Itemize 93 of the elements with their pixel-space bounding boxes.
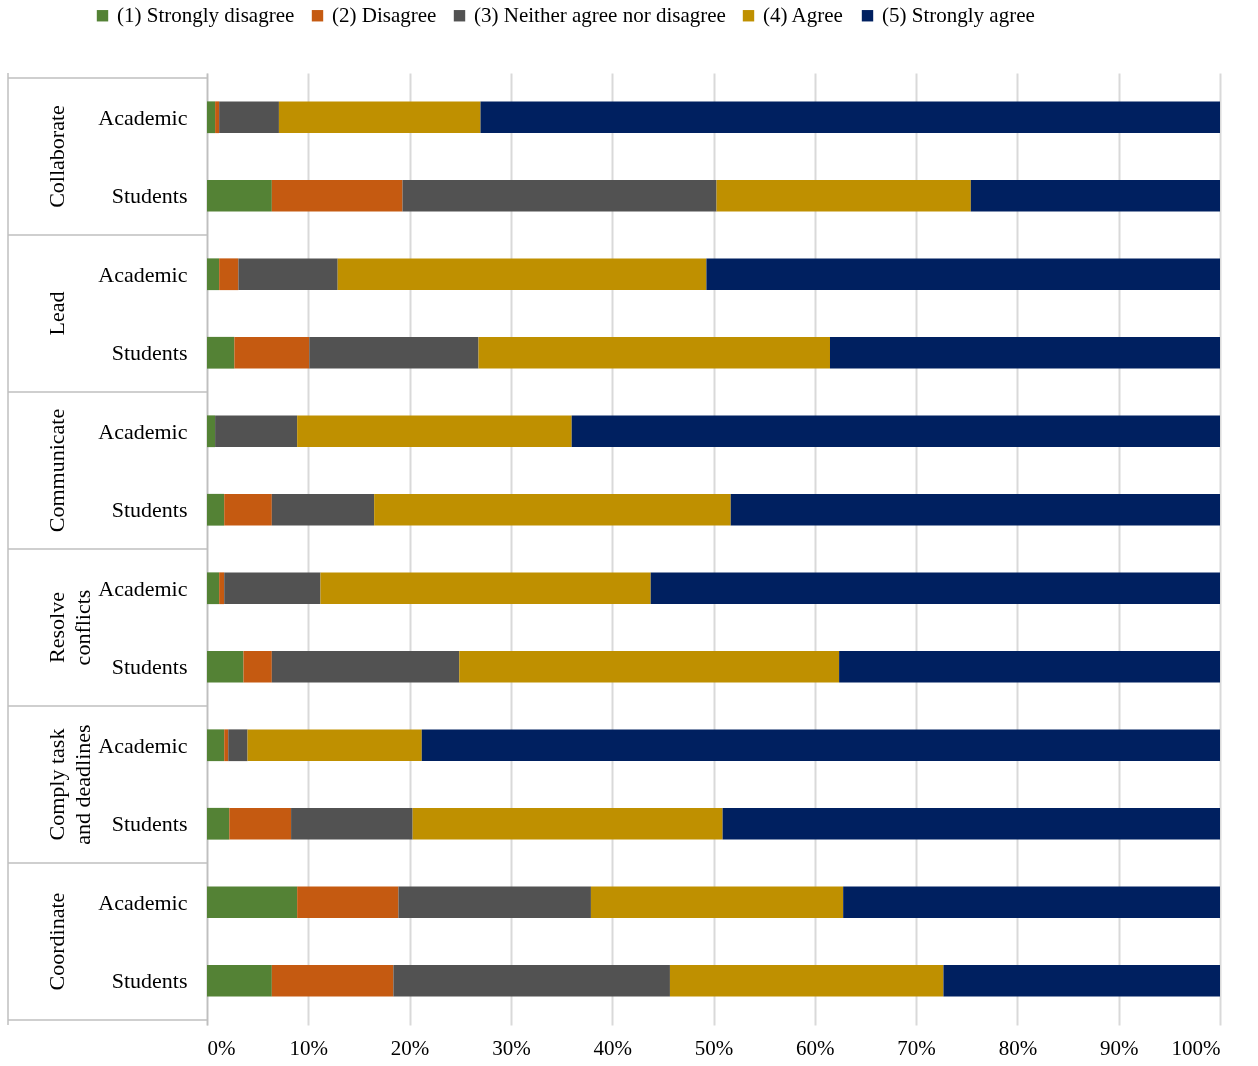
bar: [215, 415, 298, 448]
bar: [271, 650, 460, 683]
y-tick-label: Academic: [98, 889, 188, 915]
bar: [421, 729, 1220, 762]
bar: [393, 964, 670, 997]
bar: [207, 807, 230, 840]
bar: [271, 964, 394, 997]
bar: [207, 101, 216, 134]
legend-label: (5) Strongly agree: [882, 2, 1035, 27]
bar: [238, 258, 338, 291]
bar: [843, 886, 1220, 919]
legend-label: (1) Strongly disagree: [117, 2, 295, 27]
text: Lead: [44, 291, 69, 336]
bar: [839, 650, 1220, 683]
text: Comply task and deadlines: [44, 724, 95, 845]
bar: [830, 336, 1220, 369]
bar: [337, 258, 707, 291]
bar: [297, 415, 572, 448]
bar: [224, 729, 229, 762]
bar: [219, 572, 225, 605]
text: Coordinate: [44, 892, 69, 991]
bar: [207, 336, 235, 369]
bar: [207, 729, 225, 762]
bar: [207, 258, 220, 291]
bar: [219, 258, 239, 291]
x-tick-label: 20%: [390, 1035, 430, 1060]
x-tick-label: 100%: [1171, 1035, 1221, 1060]
x-tick-label: 50%: [694, 1035, 734, 1060]
legend-label: (2) Disagree: [332, 2, 437, 27]
y-tick-label: Academic: [98, 261, 188, 287]
bar: [215, 101, 220, 134]
bar: [722, 807, 1220, 840]
y-tick-label: Academic: [98, 104, 188, 130]
bar: [571, 415, 1220, 448]
bar: [271, 179, 403, 212]
bar: [970, 179, 1220, 212]
x-tick-label: 60%: [796, 1035, 835, 1060]
bar: [320, 572, 651, 605]
bar: [309, 336, 479, 369]
y-tick-label: Students: [111, 497, 188, 523]
y-tick-label: Academic: [98, 732, 188, 758]
text: Communicate: [44, 408, 69, 533]
bar: [229, 807, 292, 840]
text: Resolve conflicts: [44, 589, 95, 666]
y-tick-label: Academic: [98, 575, 188, 601]
bar: [459, 650, 840, 683]
x-tick-label: 40%: [593, 1035, 632, 1060]
bar: [590, 886, 844, 919]
x-tick-label: 30%: [492, 1035, 531, 1060]
y-tick-label: Students: [111, 340, 188, 366]
bar: [706, 258, 1220, 291]
bar: [478, 336, 830, 369]
bar: [412, 807, 723, 840]
bar: [716, 179, 971, 212]
bar: [224, 572, 321, 605]
bar: [224, 493, 272, 526]
bar: [271, 493, 375, 526]
x-tick-label: 0%: [207, 1035, 236, 1060]
bar: [234, 336, 310, 369]
bar: [374, 493, 731, 526]
bar: [398, 886, 591, 919]
bar: [297, 886, 399, 919]
bar: [650, 572, 1220, 605]
bar: [730, 493, 1220, 526]
bar: [207, 964, 272, 997]
bar: [207, 572, 220, 605]
text: Collaborate: [44, 105, 69, 208]
y-tick-label: Students: [111, 654, 188, 680]
x-tick-label: 90%: [1099, 1035, 1139, 1060]
x-tick-label: 70%: [897, 1035, 936, 1060]
legend-label: (4) Agree: [763, 2, 843, 27]
bar: [247, 729, 422, 762]
bar: [207, 650, 244, 683]
x-tick-label: 10%: [289, 1035, 329, 1060]
bar: [219, 101, 279, 134]
bar: [480, 101, 1220, 134]
bar: [278, 101, 481, 134]
bar: [207, 415, 216, 448]
bar: [207, 886, 298, 919]
bar: [243, 650, 272, 683]
x-tick-label: 80%: [998, 1035, 1038, 1060]
bar: [228, 729, 248, 762]
y-tick-label: Students: [111, 183, 188, 209]
bar: [207, 493, 225, 526]
bar: [402, 179, 717, 212]
legend-label: (3) Neither agree nor disagree: [474, 2, 726, 27]
y-tick-label: Academic: [98, 418, 188, 444]
y-tick-label: Students: [111, 811, 188, 837]
bar: [291, 807, 413, 840]
bar: [943, 964, 1220, 997]
bar: [207, 179, 272, 212]
bar: [669, 964, 944, 997]
y-tick-label: Students: [111, 968, 188, 994]
